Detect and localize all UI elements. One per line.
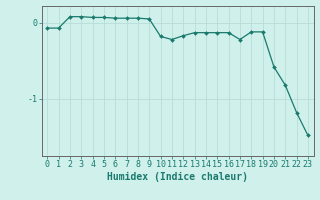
X-axis label: Humidex (Indice chaleur): Humidex (Indice chaleur) bbox=[107, 172, 248, 182]
